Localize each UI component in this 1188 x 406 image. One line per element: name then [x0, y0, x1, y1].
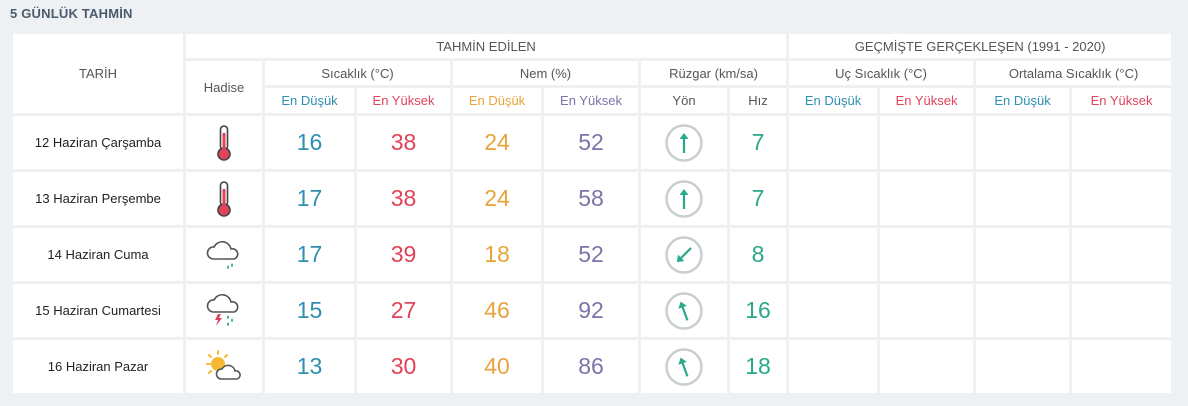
- subheader-extreme-low: En Düşük: [789, 88, 878, 113]
- average-high-value: [1072, 116, 1172, 169]
- subheader-average-high: En Yüksek: [1072, 88, 1172, 113]
- forecast-table: TARİH TAHMİN EDİLEN GEÇMİŞTE GERÇEKLEŞEN…: [10, 31, 1174, 396]
- date-cell: 12 Haziran Çarşamba: [13, 116, 183, 169]
- header-date: TARİH: [13, 34, 183, 113]
- wind-direction-icon: [641, 172, 727, 225]
- header-temperature: Sıcaklık (°C): [265, 61, 450, 85]
- temp-low-value: 16: [265, 116, 354, 169]
- subheader-humidity-low: En Düşük: [453, 88, 541, 113]
- extreme-high-value: [880, 284, 974, 337]
- extreme-high-value: [880, 172, 974, 225]
- cloud-drizzle-icon: [186, 228, 262, 281]
- wind-speed-value: 18: [730, 340, 787, 393]
- humidity-low-value: 40: [453, 340, 541, 393]
- header-historical: GEÇMİŞTE GERÇEKLEŞEN (1991 - 2020): [789, 34, 1172, 58]
- temp-high-value: 38: [357, 172, 450, 225]
- average-high-value: [1072, 284, 1172, 337]
- average-low-value: [976, 172, 1070, 225]
- section-title: 5 GÜNLÜK TAHMİN: [10, 6, 133, 21]
- humidity-low-value: 24: [453, 172, 541, 225]
- average-low-value: [976, 228, 1070, 281]
- extreme-high-value: [880, 228, 974, 281]
- extreme-low-value: [789, 340, 878, 393]
- subheader-average-low: En Düşük: [976, 88, 1070, 113]
- header-average-temperature: Ortalama Sıcaklık (°C): [976, 61, 1172, 85]
- wind-direction-icon: [641, 228, 727, 281]
- average-high-value: [1072, 172, 1172, 225]
- temp-high-value: 38: [357, 116, 450, 169]
- date-cell: 16 Haziran Pazar: [13, 340, 183, 393]
- forecast-row: 13 Haziran Perşembe 17 38 24 58 7: [13, 172, 1172, 225]
- subheader-extreme-high: En Yüksek: [880, 88, 974, 113]
- humidity-low-value: 24: [453, 116, 541, 169]
- wind-direction-icon: [641, 284, 727, 337]
- subheader-wind-speed: Hız: [730, 88, 787, 113]
- average-low-value: [976, 340, 1070, 393]
- average-high-value: [1072, 340, 1172, 393]
- wind-speed-value: 16: [730, 284, 787, 337]
- date-cell: 13 Haziran Perşembe: [13, 172, 183, 225]
- temp-high-value: 30: [357, 340, 450, 393]
- thermometer-hot-icon: [186, 116, 262, 169]
- temp-high-value: 27: [357, 284, 450, 337]
- temp-low-value: 17: [265, 228, 354, 281]
- temp-low-value: 15: [265, 284, 354, 337]
- humidity-high-value: 86: [544, 340, 638, 393]
- humidity-high-value: 52: [544, 228, 638, 281]
- wind-speed-value: 7: [730, 172, 787, 225]
- wind-direction-icon: [641, 340, 727, 393]
- temp-low-value: 17: [265, 172, 354, 225]
- humidity-low-value: 18: [453, 228, 541, 281]
- temp-high-value: 39: [357, 228, 450, 281]
- extreme-high-value: [880, 340, 974, 393]
- wind-speed-value: 8: [730, 228, 787, 281]
- wind-speed-value: 7: [730, 116, 787, 169]
- average-low-value: [976, 116, 1070, 169]
- temp-low-value: 13: [265, 340, 354, 393]
- subheader-humidity-high: En Yüksek: [544, 88, 638, 113]
- header-extreme-temperature: Uç Sıcaklık (°C): [789, 61, 974, 85]
- average-low-value: [976, 284, 1070, 337]
- forecast-row: 12 Haziran Çarşamba 16 38 24 52 7: [13, 116, 1172, 169]
- humidity-high-value: 52: [544, 116, 638, 169]
- header-forecast: TAHMİN EDİLEN: [186, 34, 787, 58]
- extreme-high-value: [880, 116, 974, 169]
- header-event: Hadise: [186, 61, 262, 113]
- extreme-low-value: [789, 172, 878, 225]
- humidity-high-value: 92: [544, 284, 638, 337]
- header-humidity: Nem (%): [453, 61, 638, 85]
- subheader-temp-low: En Düşük: [265, 88, 354, 113]
- extreme-low-value: [789, 116, 878, 169]
- forecast-row: 15 Haziran Cumartesi 15 27 46 92 16: [13, 284, 1172, 337]
- header-wind: Rüzgar (km/sa): [641, 61, 787, 85]
- forecast-row: 14 Haziran Cuma 17 39 18 52 8: [13, 228, 1172, 281]
- subheader-wind-direction: Yön: [641, 88, 727, 113]
- average-high-value: [1072, 228, 1172, 281]
- extreme-low-value: [789, 228, 878, 281]
- subheader-temp-high: En Yüksek: [357, 88, 450, 113]
- forecast-row: 16 Haziran Pazar 13 30 40 86 18: [13, 340, 1172, 393]
- humidity-low-value: 46: [453, 284, 541, 337]
- sun-cloud-icon: [186, 340, 262, 393]
- humidity-high-value: 58: [544, 172, 638, 225]
- date-cell: 14 Haziran Cuma: [13, 228, 183, 281]
- thermometer-hot-icon: [186, 172, 262, 225]
- date-cell: 15 Haziran Cumartesi: [13, 284, 183, 337]
- extreme-low-value: [789, 284, 878, 337]
- wind-direction-icon: [641, 116, 727, 169]
- thunderstorm-rain-icon: [186, 284, 262, 337]
